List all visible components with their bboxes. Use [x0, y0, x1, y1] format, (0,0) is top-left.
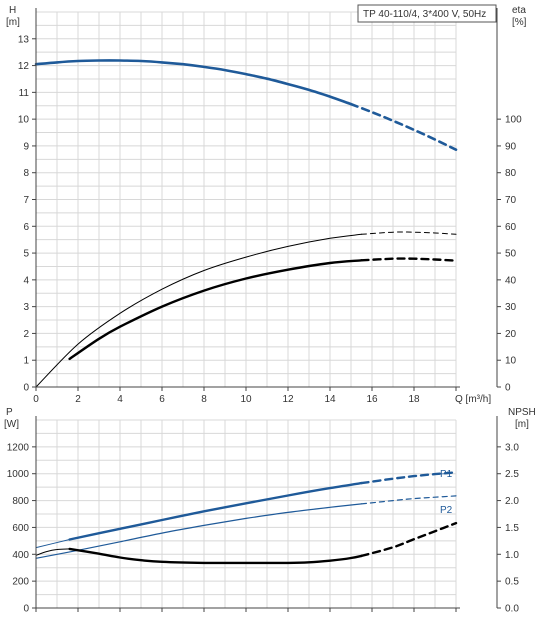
p1-curve-label: P1	[440, 469, 453, 480]
title-box	[357, 4, 497, 23]
top-left-tick-label: 3	[23, 302, 29, 313]
bottom-left-tick-label: 800	[12, 496, 29, 507]
p2-curve-label: P2	[440, 505, 453, 516]
bottom-p1-solid-line	[68, 481, 363, 541]
top-chart-series	[34, 59, 458, 388]
top-eta-thin-solid-line	[35, 233, 362, 388]
bottom-right-tick-label: 1.0	[505, 550, 519, 561]
top-eta-thin-dash-line	[361, 231, 457, 235]
bottom-right-tick-label: 3.0	[505, 442, 519, 453]
head-axis-name: H	[9, 5, 16, 16]
top-left-tick-label: 10	[18, 115, 30, 126]
x-tick-label: 2	[75, 394, 81, 405]
x-tick-label: 8	[201, 394, 207, 405]
top-left-tick-label: 8	[23, 168, 29, 179]
bottom-right-tick-label: 2.5	[505, 469, 519, 480]
top-left-tick-label: 11	[19, 88, 30, 99]
bottom-p2-solid-line	[35, 503, 363, 559]
bottom-p2-dash-line	[360, 495, 457, 505]
top-right-tick-label: 40	[505, 275, 517, 286]
bottom-right-tick-label: 1.5	[505, 523, 519, 534]
top-chart-grid	[35, 11, 457, 388]
top-left-tick-label: 7	[23, 195, 29, 206]
power-axis-name: P	[6, 407, 13, 418]
bottom-p1-thin-start-line	[35, 539, 71, 549]
x-tick-label: 16	[366, 394, 378, 405]
eta-axis-unit: [%]	[512, 17, 527, 28]
top-left-tick-label: 1	[23, 356, 29, 367]
top-right-tick-label: 50	[505, 249, 517, 260]
top-right-tick-label: 90	[505, 141, 517, 152]
bottom-chart-ticks: 0 200 400 600 800 1000 1200 0.0 0.5 1.0 1.5 2.0 2.5 3…	[7, 416, 519, 615]
top-left-tick-label: 0	[23, 383, 29, 394]
bottom-right-tick-label: 2.0	[505, 496, 519, 507]
top-right-tick-label: 20	[505, 329, 517, 340]
x-tick-label: 14	[324, 394, 336, 405]
top-left-tick-label: 2	[23, 329, 29, 340]
bottom-npsh-thick-dash-line	[360, 521, 458, 558]
bottom-right-tick-label: 0.0	[505, 604, 519, 615]
top-left-tick-label: 9	[23, 141, 29, 152]
x-axis-label: Q [m³/h]	[455, 394, 491, 405]
bottom-chart-grid	[35, 419, 457, 609]
npsh-axis-name: NPSH	[508, 407, 536, 418]
x-tick-label: 18	[408, 394, 420, 405]
top-right-tick-label: 70	[505, 195, 517, 206]
top-left-tick-label: 12	[18, 61, 30, 72]
x-tick-label: 12	[282, 394, 294, 405]
bottom-right-tick-label: 0.5	[505, 577, 519, 588]
bottom-left-tick-label: 0	[23, 604, 29, 615]
x-tick-label: 6	[159, 394, 165, 405]
bottom-npsh-thin-start-line	[35, 548, 71, 556]
top-left-tick-label: 4	[23, 275, 29, 286]
bottom-left-tick-label: 1200	[7, 442, 30, 453]
bottom-p1-dash-line	[360, 471, 458, 485]
top-head-dash-line	[349, 102, 458, 151]
bottom-left-tick-label: 600	[12, 523, 29, 534]
x-tick-label: 0	[33, 394, 39, 405]
top-right-tick-label: 0	[505, 383, 511, 394]
chart-title: TP 40-110/4, 3*400 V, 50Hz	[363, 9, 486, 20]
top-right-tick-label: 80	[505, 168, 517, 179]
eta-axis-name: eta	[512, 5, 526, 16]
bottom-chart-series	[35, 471, 458, 565]
npsh-axis-unit: [m]	[515, 419, 529, 430]
top-left-tick-label: 13	[18, 34, 30, 45]
top-left-tick-label: 6	[23, 222, 29, 233]
top-right-tick-label: 10	[505, 356, 517, 367]
bottom-left-tick-label: 1000	[7, 469, 30, 480]
top-chart-ticks: 0123456789101112130102030405060708090100…	[18, 8, 522, 405]
top-eta-thick-dash-line	[360, 257, 458, 262]
top-right-tick-label: 60	[505, 222, 517, 233]
top-eta-thick-solid-line	[68, 259, 363, 361]
bottom-npsh-thick-solid-line	[68, 547, 363, 565]
power-axis-unit: [W]	[4, 419, 19, 430]
top-left-tick-label: 5	[23, 249, 29, 260]
top-right-tick-label: 30	[505, 302, 517, 313]
x-tick-label: 4	[117, 394, 123, 405]
top-head-solid-line	[34, 59, 353, 106]
top-right-tick-label: 100	[505, 115, 522, 126]
bottom-left-tick-label: 200	[12, 577, 29, 588]
x-tick-label: 10	[240, 394, 252, 405]
bottom-left-tick-label: 400	[12, 550, 29, 561]
head-axis-unit: [m]	[6, 17, 20, 28]
